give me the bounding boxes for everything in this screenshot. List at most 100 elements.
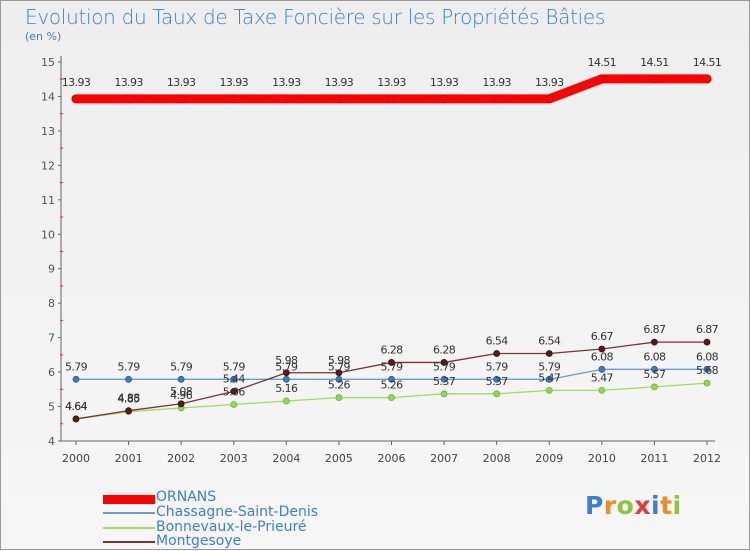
point-s2-2010: [598, 386, 606, 394]
data-label-s3-2002: 5.08: [170, 385, 193, 398]
data-label-s2-2010: 5.47: [591, 371, 614, 384]
y-tick-label: 12: [41, 159, 55, 172]
point-s3-2011: [651, 338, 658, 346]
legend-label-bonnevaux: Bonnevaux-le-Prieuré: [156, 519, 307, 535]
data-label-s3-2006: 6.28: [380, 343, 403, 356]
point-s1-2011: [651, 365, 658, 373]
point-s3-2010: [598, 345, 606, 353]
point-s3-2002: [177, 400, 185, 408]
data-label-s2-2000: 4.64: [65, 400, 88, 413]
data-label-s0-2006: 13.93: [377, 76, 406, 89]
legend-swatch-bonnevaux: [103, 527, 155, 529]
data-label-s1-2002: 5.79: [170, 360, 193, 373]
data-label-s2-2006: 5.26: [380, 379, 403, 392]
y-tick-label: 5: [48, 401, 55, 414]
y-tick-label: 7: [48, 332, 55, 345]
point-s3-2003: [230, 387, 238, 395]
point-s0-2000: [71, 94, 81, 104]
data-label-s2-2008: 5.37: [486, 375, 509, 388]
point-s0-2011: [650, 74, 659, 84]
data-label-s0-2003: 13.93: [220, 76, 249, 89]
data-label-s1-2011: 6.08: [643, 350, 666, 363]
legend-swatch-ornans: [103, 495, 155, 504]
data-label-s3-2003: 5.44: [223, 372, 246, 385]
x-tick-label: 2010: [588, 452, 616, 465]
x-tick-label: 2011: [640, 452, 668, 465]
data-label-s3-2012: 6.87: [696, 323, 719, 336]
data-label-s0-2002: 13.93: [167, 76, 196, 89]
point-s0-2007: [439, 94, 449, 104]
point-s1-2012: [703, 365, 711, 373]
chart-subtitle: (en %): [25, 30, 62, 43]
legend-label-montgesoye: Montgesoye: [156, 533, 242, 549]
point-s0-2005: [334, 94, 344, 104]
point-s2-2009: [545, 386, 553, 394]
point-s0-2006: [387, 94, 396, 104]
data-label-s3-2005: 5.98: [328, 354, 351, 367]
point-s3-2012: [703, 338, 711, 346]
point-s2-2007: [440, 390, 448, 398]
x-tick-label: 2002: [167, 452, 195, 465]
data-label-s1-2004: 5.79: [275, 360, 298, 373]
point-s1-2002: [177, 375, 185, 383]
legend-label-ornans: ORNANS: [156, 489, 217, 505]
data-label-s3-2001: 4.88: [118, 392, 141, 405]
point-s0-2002: [176, 94, 186, 104]
data-label-s2-2007: 5.37: [433, 375, 456, 388]
y-tick-label: 4: [48, 435, 55, 448]
point-s3-2005: [335, 369, 343, 377]
point-s2-2006: [388, 394, 395, 401]
point-s1-2008: [493, 375, 501, 383]
point-s3-2000: [72, 415, 80, 423]
point-s2-2004: [282, 397, 290, 405]
data-label-s0-2010: 14.51: [588, 56, 617, 69]
point-s1-2003: [230, 375, 238, 383]
point-s0-2010: [597, 74, 607, 84]
y-tick-label: 8: [48, 297, 55, 310]
legend-swatch-chassagne: [103, 512, 155, 514]
x-tick-label: 2003: [220, 452, 248, 465]
point-s0-2009: [544, 94, 554, 104]
data-label-s2-2012: 5.68: [696, 364, 719, 377]
legend-label-chassagne: Chassagne-Saint-Denis: [156, 504, 319, 520]
point-s2-2011: [651, 383, 658, 391]
data-label-s3-2008: 6.54: [486, 334, 509, 347]
data-label-s3-2011: 6.87: [643, 323, 666, 336]
data-label-s1-2009: 5.79: [538, 360, 561, 373]
data-label-s1-2000: 5.79: [65, 360, 88, 373]
point-s1-2001: [125, 375, 132, 383]
point-s1-2010: [598, 365, 606, 373]
point-s0-2001: [124, 94, 133, 104]
data-label-s2-2004: 5.16: [275, 382, 298, 395]
x-tick-label: 2000: [62, 452, 90, 465]
data-label-s0-2012: 14.51: [693, 56, 722, 69]
proxiti-logo: Proxiti: [585, 491, 682, 520]
point-s1-2005: [335, 375, 343, 383]
y-tick-label: 15: [41, 56, 55, 69]
data-label-s2-2005: 5.26: [328, 379, 351, 392]
point-s3-2001: [125, 407, 132, 415]
point-s3-2004: [282, 369, 290, 377]
legend-swatch-montgesoye: [103, 541, 155, 543]
data-label-s1-2012: 6.08: [696, 350, 719, 363]
x-tick-label: 2004: [272, 452, 300, 465]
point-s2-2003: [230, 401, 238, 408]
data-label-s0-2001: 13.93: [114, 76, 143, 89]
x-tick-label: 2006: [378, 452, 406, 465]
data-label-s0-2008: 13.93: [482, 76, 511, 89]
point-s2-2008: [493, 390, 501, 398]
data-label-s2-2001: 4.85: [118, 393, 141, 406]
data-label-s1-2006: 5.79: [380, 360, 403, 373]
data-label-s2-2003: 5.06: [223, 385, 246, 398]
x-tick-label: 2009: [535, 452, 563, 465]
y-tick-label: 10: [41, 228, 55, 241]
point-s3-2009: [545, 350, 553, 357]
point-s3-2008: [493, 350, 501, 357]
data-label-s0-2004: 13.93: [272, 76, 301, 89]
point-s2-2012: [703, 379, 711, 387]
data-label-s2-2011: 5.57: [643, 368, 666, 381]
point-s0-2008: [492, 94, 502, 104]
data-label-s1-2001: 5.79: [118, 360, 141, 373]
